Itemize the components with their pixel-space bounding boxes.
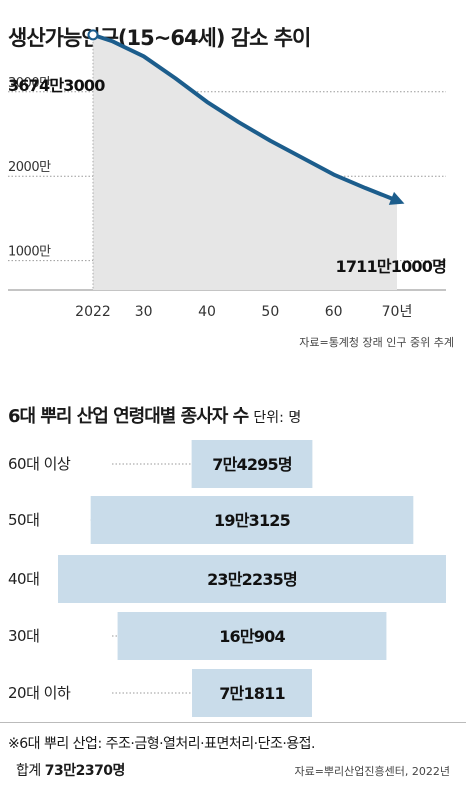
bar-value-label: 7만4295명: [212, 455, 292, 474]
x-tick-label: 60: [325, 304, 343, 320]
bar-chart-title: 6대 뿌리 산업 연령대별 종사자 수 단위: 명: [8, 402, 301, 428]
line-start-point: [87, 29, 99, 41]
population-area: [93, 34, 397, 291]
bar-category-label: 20대 이하: [8, 684, 71, 702]
bar: [191, 440, 313, 488]
x-tick-label: 2022: [75, 304, 111, 320]
bar: [192, 669, 312, 717]
footer-divider: [0, 722, 466, 723]
bar-category-label: 60대 이상: [8, 455, 71, 473]
bar: [90, 496, 414, 544]
bar: [117, 612, 387, 660]
x-tick-label: 40: [198, 304, 216, 320]
footer-total: 합계 73만2370명: [16, 760, 125, 780]
line-chart-source: 자료=통계청 장래 인구 중위 추계: [299, 336, 454, 349]
x-tick-label: 70년: [382, 304, 413, 320]
end-value-label: 1711만1000명: [335, 257, 446, 276]
line-chart-title: 생산가능인구(15~64세) 감소 추이: [8, 26, 311, 50]
bar-value-label: 16만904: [219, 627, 285, 646]
line-chart: 3000만 2000만 1000만 2022 30 40 50 60 70년 3674만3000…: [8, 29, 447, 320]
footer-note: ※6대 뿌리 산업: 주조·금형·열처리·표면처리·단조·용접.: [8, 736, 316, 752]
bar-chart-unit: 단위: 명: [253, 410, 302, 426]
bar-value-label: 23만2235명: [207, 570, 297, 589]
bar-category-label: 30대: [8, 627, 39, 645]
y-tick-label: 2000만: [8, 160, 51, 175]
footer-total-label: 합계: [16, 763, 41, 779]
footer-total-value: 73만2370명: [44, 763, 126, 779]
bar-value-label: 19만3125: [214, 511, 291, 530]
bar-category-label: 40대: [8, 570, 39, 588]
bar-chart-source: 자료=뿌리산업진흥센터, 2022년: [294, 765, 450, 778]
bar-chart-title-text: 6대 뿌리 산업 연령대별 종사자 수: [8, 406, 249, 427]
x-tick-label: 50: [261, 304, 279, 320]
line-end-arrow: [388, 191, 405, 205]
start-value-label: 3674만3000: [8, 76, 105, 95]
population-line: [91, 32, 399, 203]
x-tick-label: 30: [135, 304, 153, 320]
bar: [58, 555, 446, 603]
y-tick-label: 3000만: [8, 76, 51, 91]
bar-category-label: 50대: [8, 511, 39, 529]
y-tick-label: 1000만: [8, 245, 51, 260]
bar-value-label: 7만1811: [219, 684, 285, 703]
